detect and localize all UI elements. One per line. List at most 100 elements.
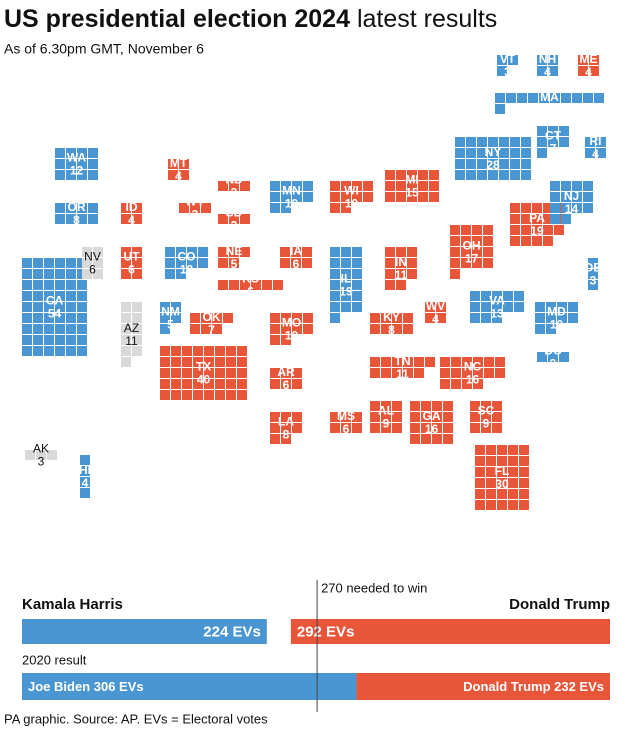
state-ev: 14 (565, 202, 579, 216)
ev-tile (572, 181, 582, 191)
state: MT4 (168, 156, 189, 183)
ev-tile (121, 302, 131, 312)
ev-tile (193, 379, 203, 389)
ev-tile (303, 181, 313, 191)
ev-tile (44, 258, 54, 268)
ev-tile (330, 258, 340, 268)
ev-tile (477, 170, 487, 180)
state-abbr: IA (290, 244, 302, 258)
ev-tile (33, 313, 43, 323)
ev-tile (561, 192, 571, 202)
ev-tile (418, 181, 428, 191)
state: LA8 (270, 412, 302, 444)
ev-tile (55, 170, 65, 180)
ev-tile (503, 302, 513, 312)
ev-tile (488, 137, 498, 147)
state-ev: 10 (550, 318, 564, 332)
ev-tile (292, 192, 302, 202)
ev-tile (508, 478, 518, 488)
ev-tile (22, 269, 32, 279)
ev-tile (66, 258, 76, 268)
ev-tile (410, 401, 420, 411)
ev-tile (475, 489, 485, 499)
state-abbr: HI (79, 463, 91, 477)
state-ev: 30 (495, 477, 509, 491)
ev-tile (370, 357, 380, 367)
ev-tile (193, 357, 203, 367)
state-abbr: TN (395, 354, 411, 368)
ev-tile (77, 302, 87, 312)
ev-tile (201, 203, 211, 213)
ev-tile (559, 126, 569, 136)
ev-tile (486, 445, 496, 455)
state-ev: 7 (550, 142, 557, 156)
ev-tile (429, 170, 439, 180)
ev-tile (561, 93, 571, 103)
state-ev: 3 (590, 274, 597, 288)
ev-tile (66, 280, 76, 290)
ev-tile (535, 302, 545, 312)
state-abbr: DE (585, 261, 602, 275)
ev-tile (583, 93, 593, 103)
state: NE5 (218, 244, 250, 271)
ev-tile (132, 335, 142, 345)
ev-tile (44, 324, 54, 334)
state-ev: 15 (405, 186, 419, 200)
ev-tile (77, 203, 87, 213)
ev-tile (497, 478, 507, 488)
ev-tile (292, 412, 302, 422)
state-abbr: SD (226, 206, 243, 220)
ev-tile (218, 214, 228, 224)
ev-tile (414, 357, 424, 367)
state-ev: 10 (180, 263, 194, 277)
state-abbr: NJ (564, 189, 579, 203)
ev-tile (292, 313, 302, 323)
ev-tile (521, 225, 531, 235)
state: UT6 (121, 247, 142, 279)
ev-tile (559, 352, 569, 362)
ev-tile (510, 203, 520, 213)
title-bold: US presidential election 2024 (4, 5, 350, 33)
ev-tile (596, 148, 606, 158)
ev-tile (330, 192, 340, 202)
ev-tile (589, 66, 599, 76)
ev-tile (193, 390, 203, 400)
ev-tile (93, 247, 103, 257)
ev-tile (492, 291, 502, 301)
ev-tile (532, 236, 542, 246)
ev-tile (132, 269, 142, 279)
ev-tile (270, 434, 280, 444)
ev-tile (176, 269, 186, 279)
ev-tile (537, 137, 547, 147)
ev-tile (281, 434, 291, 444)
ev-tile (466, 137, 476, 147)
ev-tile (475, 445, 485, 455)
ev-tile (160, 390, 170, 400)
ev-tile (132, 203, 142, 213)
ev-tile (55, 203, 65, 213)
ev-tile (341, 302, 351, 312)
ev-tile (462, 368, 472, 378)
ev-tile (486, 456, 496, 466)
ev-tile (440, 368, 450, 378)
state-abbr: CO (178, 250, 196, 264)
ev-tile (22, 324, 32, 334)
state-ev: 11 (395, 268, 408, 282)
state-abbr: NM (161, 305, 180, 319)
ev-tile (330, 203, 340, 213)
ev-tile (392, 368, 402, 378)
ev-tile (497, 467, 507, 477)
ev-tile (33, 302, 43, 312)
ev-tile (425, 357, 435, 367)
ev-tile (55, 159, 65, 169)
ev-tile (450, 269, 460, 279)
ev-tile (588, 280, 598, 290)
ev-tile (510, 159, 520, 169)
ev-tile (77, 148, 87, 158)
ev-tile (171, 368, 181, 378)
state-abbr: OR (68, 200, 86, 214)
state-ev: 4 (544, 65, 551, 79)
ev-tile (218, 258, 228, 268)
